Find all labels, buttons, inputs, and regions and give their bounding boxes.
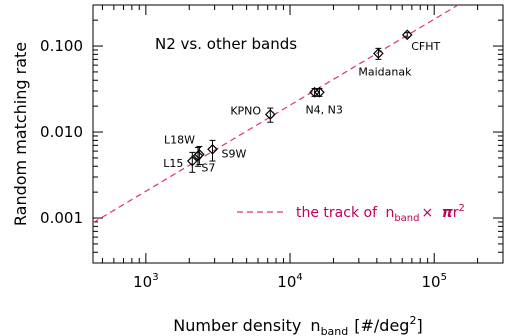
- x-tick-exp: 5: [441, 272, 447, 283]
- data-point: [401, 29, 413, 41]
- legend-times: ×: [422, 205, 434, 221]
- x-axis-title-unit-sup: 2: [409, 314, 416, 327]
- data-point: [264, 107, 276, 123]
- data-point: [186, 151, 198, 173]
- diamond-marker: [401, 29, 413, 41]
- x-axis-title: Number density nband [#/deg2]: [173, 314, 422, 336]
- data-point: [193, 145, 205, 165]
- x-tick-label: 104: [277, 272, 302, 291]
- x-axis-title-sub: band: [321, 325, 349, 336]
- chart-title: N2 vs. other bands: [155, 35, 297, 53]
- x-tick-label: 105: [421, 272, 446, 291]
- x-axis-title-unit-pre: [#/deg: [354, 316, 409, 335]
- point-labels: CFHT Maidanak N4, N3 KPNO S9W L18W S7 L15: [163, 40, 440, 175]
- legend-sub: band: [394, 213, 419, 224]
- legend-pi: π: [442, 205, 454, 221]
- plot-frame: [92, 4, 504, 264]
- point-label: Maidanak: [358, 65, 412, 78]
- diamond-marker: [309, 86, 320, 98]
- diamond-marker: [264, 109, 276, 120]
- diamond-marker: [314, 86, 325, 98]
- data-point: [314, 86, 325, 98]
- point-label: N4, N3: [305, 103, 342, 116]
- x-tick-exp: 4: [296, 272, 302, 283]
- diamond-marker: [207, 143, 218, 155]
- diamond-marker: [373, 48, 384, 59]
- x-axis-title-main: Number density: [173, 316, 301, 335]
- x-tick-exp: 3: [152, 272, 158, 283]
- data-point: [207, 139, 218, 162]
- x-tick-base: 10: [133, 273, 152, 291]
- point-label: CFHT: [411, 40, 440, 53]
- y-tick-label: 0.010: [40, 123, 83, 141]
- y-axis-title: Random matching rate: [11, 42, 30, 226]
- y-tick-label: 0.001: [40, 209, 83, 227]
- legend-r: r: [453, 205, 459, 221]
- point-label: KPNO: [230, 104, 261, 117]
- point-label: S9W: [222, 147, 247, 160]
- point-label: L18W: [164, 134, 195, 147]
- point-label: L15: [163, 157, 183, 170]
- x-tick-base: 10: [277, 273, 296, 291]
- diamond-marker: [186, 155, 198, 167]
- legend-sup: 2: [459, 203, 465, 214]
- x-axis-title-unit-post: ]: [416, 316, 422, 335]
- data-point: [373, 47, 384, 60]
- axis-ticks: [93, 5, 504, 264]
- point-label: S7: [201, 161, 215, 174]
- legend-var: n: [385, 205, 394, 221]
- legend-text: the track of nband × πr2: [296, 203, 465, 224]
- trend-line-path: [92, 4, 459, 224]
- x-tick-label: 103: [133, 272, 158, 291]
- x-tick-base: 10: [421, 273, 440, 291]
- x-axis-title-n: n: [310, 316, 320, 335]
- data-points: [186, 29, 413, 173]
- y-tick-label: 0.100: [40, 37, 83, 55]
- trend-line: [92, 4, 459, 224]
- diamond-marker: [193, 149, 205, 160]
- legend-phrase: the track of: [296, 205, 378, 221]
